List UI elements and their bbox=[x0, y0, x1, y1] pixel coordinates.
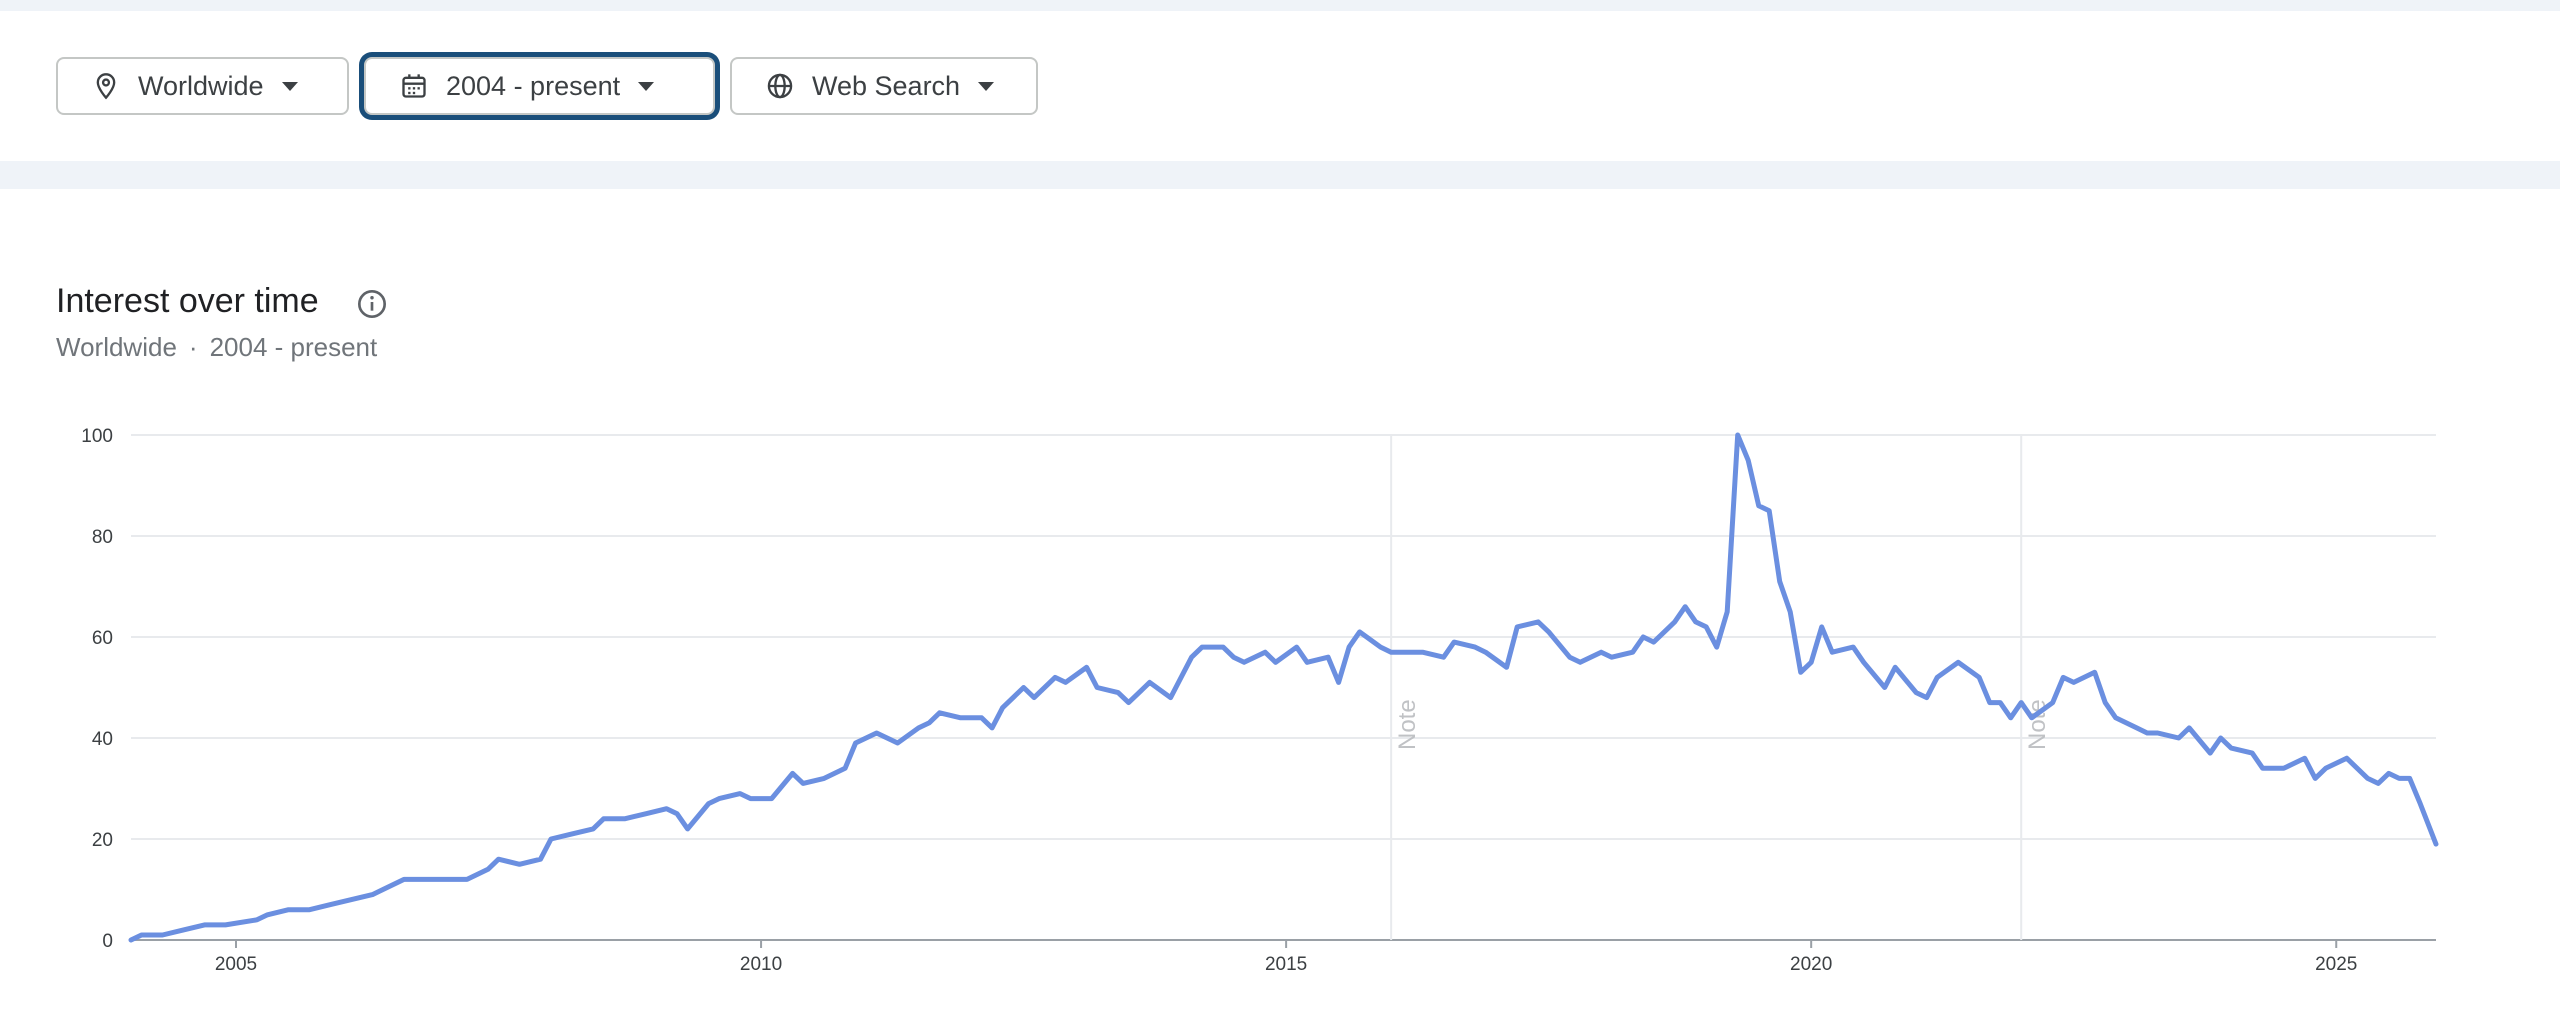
section-title: Interest over time bbox=[56, 282, 319, 320]
x-tick-label-2010: 2010 bbox=[740, 954, 782, 975]
x-tick-label-2015: 2015 bbox=[1265, 954, 1307, 975]
y-tick-label-100: 100 bbox=[81, 426, 113, 447]
calendar-icon bbox=[400, 72, 428, 100]
globe-icon bbox=[766, 72, 794, 100]
subtitle-range: 2004 - present bbox=[209, 332, 378, 362]
series-line-1 bbox=[128, 432, 2439, 943]
top-background-strip bbox=[0, 0, 2560, 11]
chevron-down-icon bbox=[638, 81, 655, 91]
info-icon[interactable] bbox=[356, 288, 388, 320]
x-tick-label-2025: 2025 bbox=[2315, 954, 2357, 975]
time-range-filter-label: 2004 - present bbox=[446, 70, 621, 101]
subtitle-region: Worldwide bbox=[56, 332, 177, 362]
y-tick-label-40: 40 bbox=[92, 729, 113, 750]
search-property-filter-label: Web Search bbox=[812, 70, 961, 101]
search-property-filter-button[interactable]: Web Search bbox=[730, 57, 1038, 115]
location-filter-button[interactable]: Worldwide bbox=[56, 57, 349, 115]
location-pin-icon bbox=[92, 72, 120, 100]
time-range-filter-button[interactable]: 2004 - present bbox=[364, 57, 715, 115]
section-divider-strip bbox=[0, 161, 2560, 189]
y-tick-label-60: 60 bbox=[92, 628, 113, 649]
section-subtitle: Worldwide · 2004 - present bbox=[56, 332, 377, 363]
y-tick-label-0: 0 bbox=[102, 931, 113, 952]
chevron-down-icon bbox=[281, 81, 298, 91]
subtitle-separator: · bbox=[188, 332, 198, 362]
y-tick-label-80: 80 bbox=[92, 527, 113, 548]
y-tick-label-20: 20 bbox=[92, 830, 113, 851]
location-filter-label: Worldwide bbox=[138, 70, 264, 101]
note-label-1: Note bbox=[1394, 699, 1421, 750]
x-tick-label-2020: 2020 bbox=[1790, 954, 1832, 975]
x-tick-label-2005: 2005 bbox=[215, 954, 257, 975]
chevron-down-icon bbox=[978, 81, 995, 91]
